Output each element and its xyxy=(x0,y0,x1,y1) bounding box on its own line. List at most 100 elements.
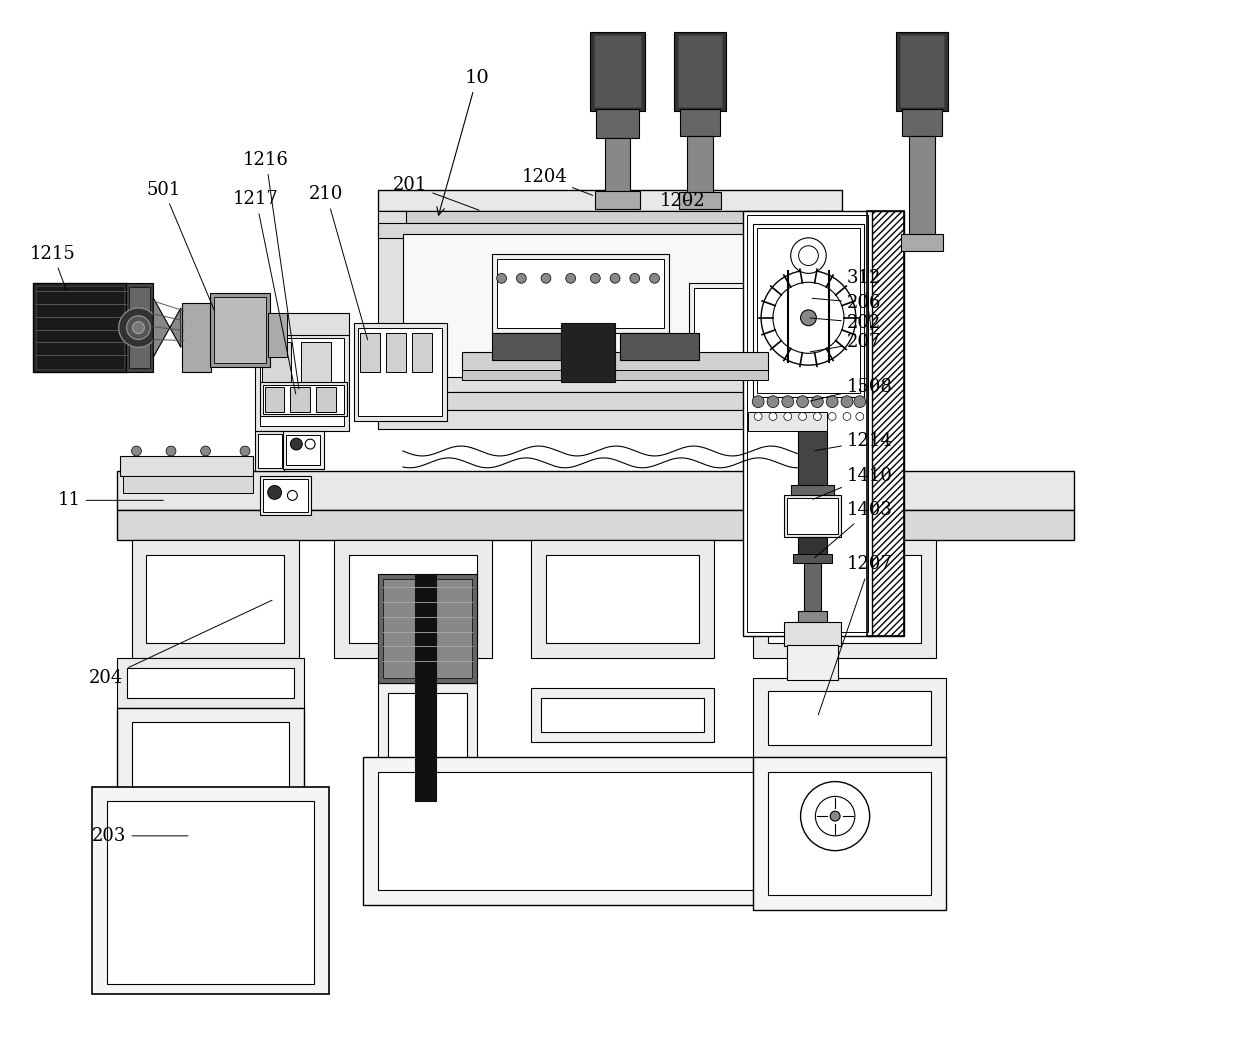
Bar xyxy=(758,228,859,392)
Circle shape xyxy=(799,412,806,421)
Circle shape xyxy=(784,412,791,421)
Bar xyxy=(901,234,942,250)
Circle shape xyxy=(290,439,303,450)
Bar xyxy=(753,677,946,756)
Text: 206: 206 xyxy=(812,294,882,312)
Bar xyxy=(753,224,864,397)
Bar xyxy=(120,456,253,476)
Bar xyxy=(260,338,343,426)
Bar xyxy=(546,554,699,644)
Bar xyxy=(378,772,763,890)
Bar xyxy=(146,554,284,644)
Bar xyxy=(125,283,154,372)
Text: 1202: 1202 xyxy=(660,193,706,210)
Bar xyxy=(605,138,630,193)
Bar xyxy=(290,387,310,411)
Bar xyxy=(378,372,842,391)
Text: 10: 10 xyxy=(436,69,490,216)
Bar xyxy=(791,485,835,497)
Circle shape xyxy=(813,412,821,421)
Bar xyxy=(215,297,265,363)
Circle shape xyxy=(841,396,853,407)
Bar xyxy=(263,479,309,512)
Text: 1215: 1215 xyxy=(30,245,76,290)
Circle shape xyxy=(843,412,851,421)
Bar xyxy=(378,223,842,238)
Circle shape xyxy=(768,396,779,407)
Bar xyxy=(262,343,291,382)
Bar xyxy=(900,35,944,106)
Bar xyxy=(363,756,777,905)
Bar xyxy=(531,688,714,742)
Bar xyxy=(680,193,720,209)
Circle shape xyxy=(288,490,298,501)
Bar xyxy=(378,409,842,429)
Circle shape xyxy=(816,796,854,836)
Circle shape xyxy=(761,270,856,365)
Bar xyxy=(867,211,904,635)
Bar xyxy=(182,303,212,372)
Bar xyxy=(123,476,253,493)
Circle shape xyxy=(241,446,250,456)
Bar xyxy=(596,108,639,138)
Circle shape xyxy=(166,446,176,456)
Bar xyxy=(786,499,838,534)
Bar xyxy=(867,211,904,635)
Bar xyxy=(268,312,288,358)
Bar xyxy=(334,540,492,659)
Circle shape xyxy=(497,274,506,283)
Bar xyxy=(286,436,320,465)
Bar xyxy=(748,411,827,431)
Bar xyxy=(301,343,331,382)
Bar xyxy=(768,772,931,895)
Bar xyxy=(316,387,336,411)
Text: 1410: 1410 xyxy=(813,467,893,500)
Bar xyxy=(383,580,472,677)
Text: 207: 207 xyxy=(810,333,882,351)
Bar xyxy=(131,723,289,890)
Bar xyxy=(897,32,947,110)
Bar xyxy=(353,323,448,422)
Circle shape xyxy=(754,412,763,421)
Bar xyxy=(131,540,299,659)
Text: 312: 312 xyxy=(847,269,882,330)
Bar xyxy=(255,431,284,470)
Text: 1207: 1207 xyxy=(818,555,893,714)
Bar xyxy=(560,323,615,382)
Bar xyxy=(748,216,868,631)
Circle shape xyxy=(831,811,839,821)
Circle shape xyxy=(791,238,826,274)
Circle shape xyxy=(769,412,777,421)
Bar xyxy=(681,108,719,136)
Bar xyxy=(694,288,812,367)
Bar xyxy=(32,283,126,372)
Circle shape xyxy=(610,274,620,283)
Bar xyxy=(804,563,821,612)
Bar xyxy=(378,211,405,375)
Bar xyxy=(107,802,314,984)
Bar xyxy=(594,35,641,106)
Circle shape xyxy=(799,246,818,265)
Circle shape xyxy=(650,274,660,283)
Text: 1214: 1214 xyxy=(815,432,893,450)
Bar xyxy=(36,286,124,369)
Bar xyxy=(260,382,347,417)
Circle shape xyxy=(565,274,575,283)
Text: 501: 501 xyxy=(146,181,215,310)
Bar xyxy=(92,787,329,994)
Circle shape xyxy=(811,396,823,407)
Circle shape xyxy=(590,274,600,283)
Bar xyxy=(743,211,872,635)
Text: 201: 201 xyxy=(393,176,479,210)
Bar xyxy=(378,189,842,211)
Circle shape xyxy=(630,274,640,283)
Bar xyxy=(492,254,670,332)
Bar xyxy=(463,370,768,380)
Bar xyxy=(784,495,841,537)
Text: 1403: 1403 xyxy=(815,501,893,558)
Bar xyxy=(817,211,844,375)
Bar xyxy=(258,434,281,468)
Bar xyxy=(361,332,381,372)
Circle shape xyxy=(854,396,866,407)
Circle shape xyxy=(516,274,526,283)
